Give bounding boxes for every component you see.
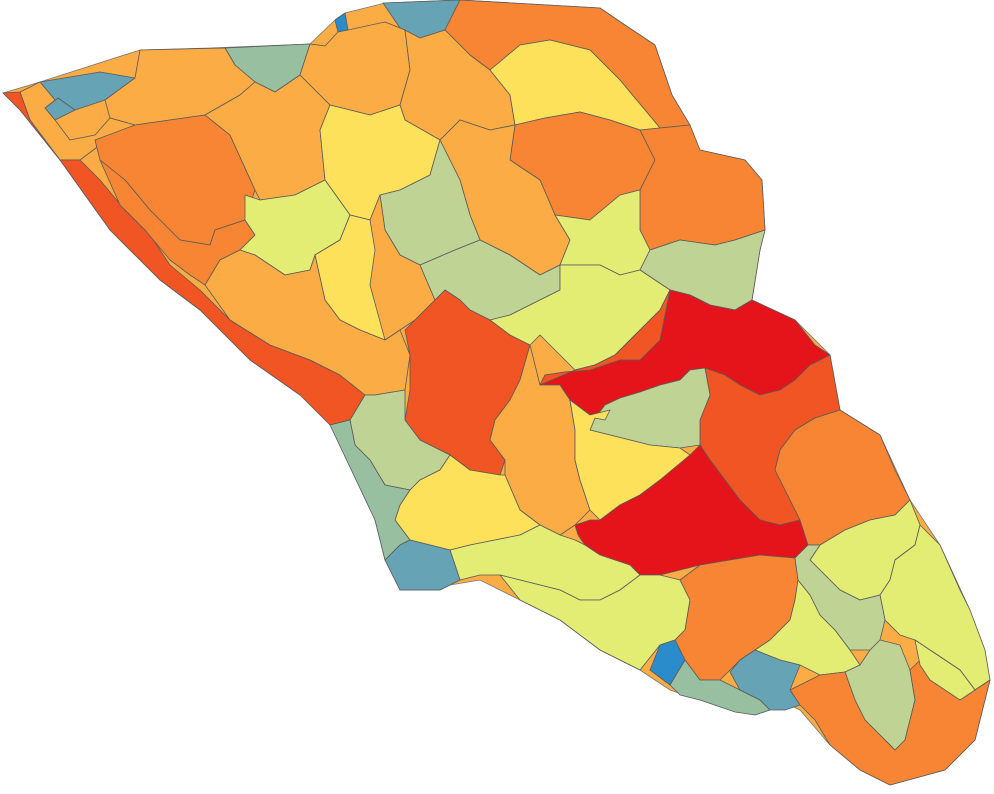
region-r52[interactable] [649,639,686,686]
region-r55[interactable] [914,639,976,701]
region-r43[interactable] [384,539,461,591]
region-r54[interactable] [729,649,801,711]
region-r36[interactable] [569,399,691,521]
region-r19[interactable] [639,124,766,251]
region-r49[interactable] [794,544,886,651]
region-r28[interactable] [204,249,411,396]
region-r56[interactable] [539,289,671,386]
